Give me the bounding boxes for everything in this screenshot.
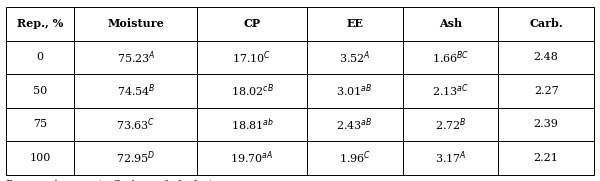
Bar [6, 7, 74, 41]
Text: 75: 75 [33, 119, 47, 129]
Bar [403, 141, 498, 175]
Text: 2.43$^{aB}$: 2.43$^{aB}$ [337, 116, 373, 133]
Bar [403, 74, 498, 108]
Text: Moisture: Moisture [107, 18, 164, 30]
Text: EE: EE [346, 18, 363, 30]
Bar [74, 108, 197, 141]
Bar [498, 141, 594, 175]
Text: 18.02$^{cB}$: 18.02$^{cB}$ [230, 83, 274, 99]
Bar [403, 41, 498, 74]
Bar [6, 41, 74, 74]
Text: 18.81$^{ab}$: 18.81$^{ab}$ [230, 116, 274, 133]
Bar [197, 108, 307, 141]
Text: 2.27: 2.27 [534, 86, 559, 96]
Bar [74, 7, 197, 41]
Bar [197, 141, 307, 175]
Text: 75.23$^{A}$: 75.23$^{A}$ [116, 49, 155, 66]
Bar [74, 74, 197, 108]
Text: 2.39: 2.39 [534, 119, 559, 129]
Text: 3.17$^{A}$: 3.17$^{A}$ [434, 150, 466, 166]
Bar [403, 7, 498, 41]
Text: 3.52$^{A}$: 3.52$^{A}$ [339, 49, 371, 66]
Bar [74, 141, 197, 175]
Text: Carb.: Carb. [529, 18, 563, 30]
Bar [498, 74, 594, 108]
Bar [498, 41, 594, 74]
Bar [307, 7, 403, 41]
Text: 73.63$^{C}$: 73.63$^{C}$ [116, 116, 155, 133]
Bar [197, 41, 307, 74]
Text: 19.70$^{aA}$: 19.70$^{aA}$ [230, 150, 274, 166]
Text: 0: 0 [37, 52, 44, 62]
Bar [307, 74, 403, 108]
Text: 74.54$^{B}$: 74.54$^{B}$ [116, 83, 155, 99]
Bar [6, 74, 74, 108]
Bar [197, 74, 307, 108]
Text: 2.48: 2.48 [534, 52, 559, 62]
Text: Ash: Ash [439, 18, 462, 30]
Text: 3.01$^{aB}$: 3.01$^{aB}$ [337, 83, 373, 99]
Bar [403, 108, 498, 141]
Bar [6, 141, 74, 175]
Bar [307, 108, 403, 141]
Bar [498, 7, 594, 41]
Text: 1.96$^{C}$: 1.96$^{C}$ [338, 150, 371, 166]
Bar [307, 141, 403, 175]
Bar [74, 41, 197, 74]
Text: 1.66$^{BC}$: 1.66$^{BC}$ [432, 49, 469, 66]
Text: CP: CP [244, 18, 261, 30]
Text: 2.21: 2.21 [534, 153, 559, 163]
Bar [197, 7, 307, 41]
Bar [6, 108, 74, 141]
Text: Rep., %: Rep., % [17, 18, 64, 30]
Bar [498, 108, 594, 141]
Text: 2.72$^{B}$: 2.72$^{B}$ [434, 116, 466, 133]
Text: 50: 50 [33, 86, 47, 96]
Text: 100: 100 [29, 153, 51, 163]
Bar [307, 41, 403, 74]
Text: 17.10$^{C}$: 17.10$^{C}$ [232, 49, 272, 66]
Text: 2.13$^{aC}$: 2.13$^{aC}$ [432, 83, 469, 99]
Text: 72.95$^{D}$: 72.95$^{D}$ [116, 150, 155, 166]
Text: Rep.: replacement,  Carb.: carbohydrates.: Rep.: replacement, Carb.: carbohydrates. [6, 180, 227, 181]
